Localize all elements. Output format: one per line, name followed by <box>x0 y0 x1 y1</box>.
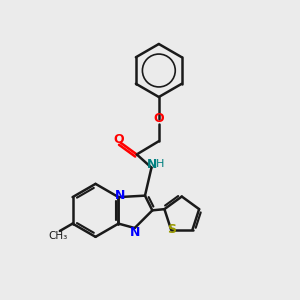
Text: CH₃: CH₃ <box>49 231 68 241</box>
Text: H: H <box>155 159 164 169</box>
Text: N: N <box>115 189 125 202</box>
Text: O: O <box>113 133 124 146</box>
Text: S: S <box>167 223 176 236</box>
Text: N: N <box>147 158 158 171</box>
Text: O: O <box>154 112 164 125</box>
Text: N: N <box>130 226 140 239</box>
